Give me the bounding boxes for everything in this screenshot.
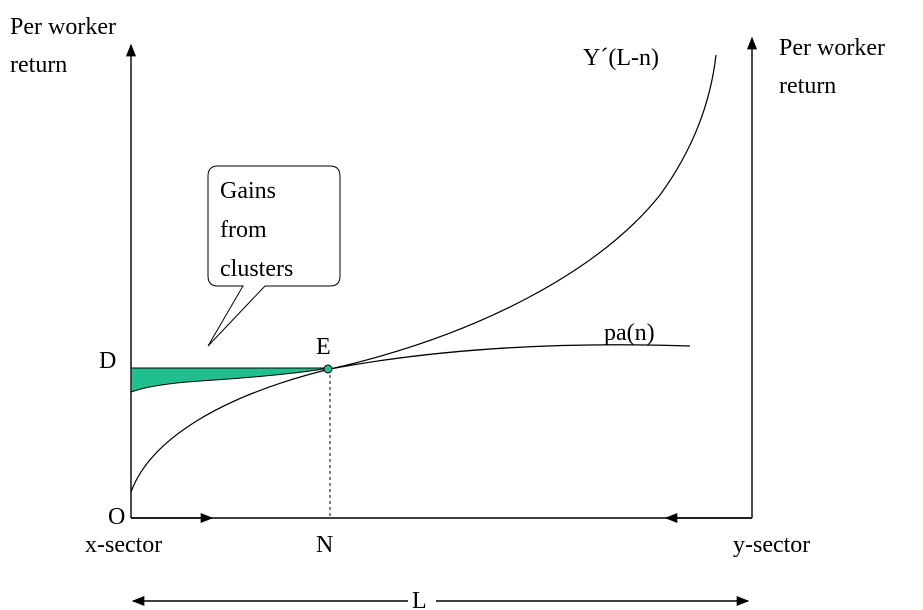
right-axis-label-line1: Per worker — [779, 35, 885, 61]
gains-shaded-area — [131, 368, 330, 392]
y-sector-label: y-sector — [733, 532, 810, 558]
point-N-label: N — [316, 532, 333, 558]
callout-text-line1: Gains — [220, 178, 276, 204]
pa-n-curve — [131, 345, 690, 492]
callout-text-line2: from — [220, 217, 267, 243]
curve-pa-label: pa(n) — [604, 320, 655, 346]
left-axis-label-line1: Per worker — [10, 14, 116, 40]
point-D-label: D — [99, 348, 116, 374]
total-L-label: L — [412, 588, 427, 610]
curve-y-label: Y´(L-n) — [583, 45, 659, 71]
point-E-marker — [324, 365, 332, 373]
right-axis-label-line2: return — [779, 73, 836, 99]
y-prime-curve — [330, 55, 716, 369]
origin-O-label: O — [108, 504, 125, 530]
left-axis-label-line2: return — [10, 52, 67, 78]
callout-text-line3: clusters — [220, 256, 293, 282]
point-E-label: E — [316, 334, 331, 360]
x-sector-label: x-sector — [85, 532, 162, 558]
